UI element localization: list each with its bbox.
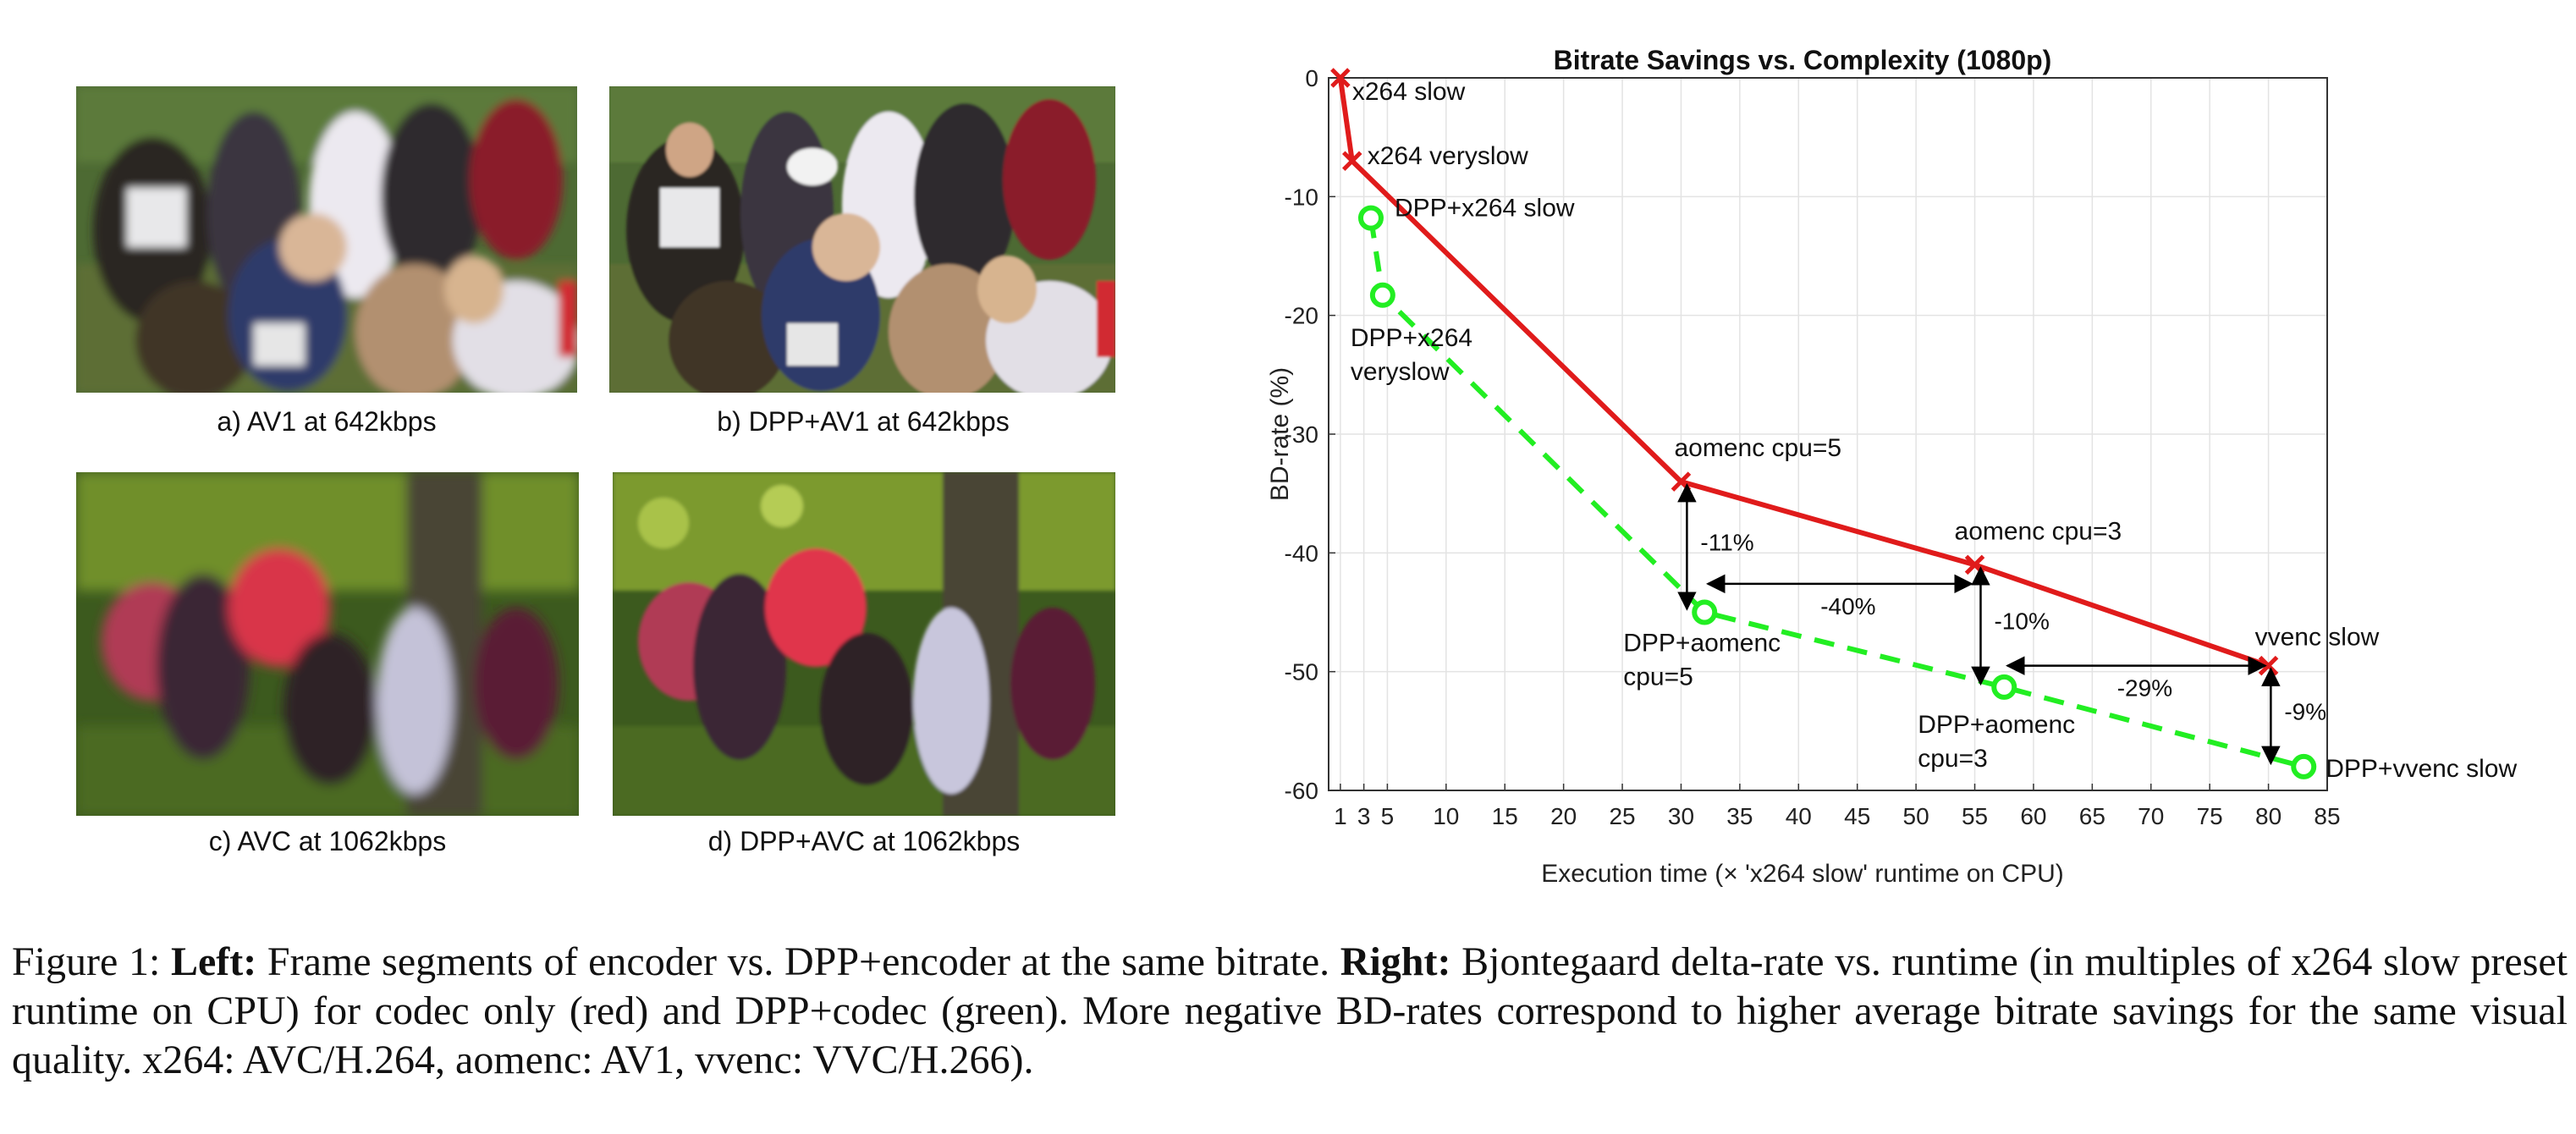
y-tick-label: -10	[1285, 184, 1318, 210]
y-tick-label: -20	[1285, 303, 1318, 329]
x-tick-label: 60	[2020, 803, 2046, 829]
x-tick-label: 50	[1903, 803, 1929, 829]
frame-b-dpp-av1	[609, 86, 1115, 393]
caption-right-bold: Right:	[1340, 939, 1451, 984]
circle-marker	[2291, 753, 2317, 779]
chart-title: Bitrate Savings vs. Complexity (1080p)	[1554, 45, 2052, 75]
y-tick-label: -40	[1285, 540, 1318, 566]
x-tick-label: 40	[1786, 803, 1812, 829]
x-tick-label: 45	[1844, 803, 1870, 829]
caption-left-text: Frame segments of encoder vs. DPP+encode…	[256, 939, 1340, 984]
frame-c-avc	[76, 472, 579, 816]
x-tick-label: 65	[2079, 803, 2105, 829]
point-label: DPP+x264 slow	[1395, 195, 1575, 223]
panel-a-caption: a) AV1 at 642kbps	[217, 406, 437, 437]
y-tick-label: -60	[1285, 778, 1318, 804]
caption-left-bold: Left:	[170, 939, 257, 984]
arrow-label: -10%	[1994, 608, 2049, 635]
point-label: DPP+aomenc	[1623, 630, 1781, 658]
circle-marker	[1991, 674, 2017, 700]
x-tick-label: 1	[1334, 803, 1347, 829]
x-marker	[1341, 151, 1362, 172]
y-axis-label: BD-rate (%)	[1266, 367, 1294, 501]
caption-figure-number: Figure 1:	[12, 939, 171, 984]
point-label: x264 veryslow	[1368, 142, 1528, 170]
x-tick-label: 85	[2314, 803, 2340, 829]
circle-marker	[1357, 205, 1384, 231]
runners-image-blurry	[76, 86, 577, 393]
circle-marker	[1369, 282, 1395, 308]
x-tick-label: 15	[1492, 803, 1518, 829]
figure-caption: Figure 1: Left: Frame segments of encode…	[12, 938, 2568, 1085]
point-label: cpu=3	[1918, 745, 1988, 773]
x-tick-label: 75	[2197, 803, 2223, 829]
panel-d-caption: d) DPP+AVC at 1062kbps	[707, 826, 1021, 856]
x-tick-label: 10	[1433, 803, 1459, 829]
x-tick-label: 30	[1668, 803, 1694, 829]
point-label: DPP+vvenc slow	[2326, 755, 2517, 783]
dpp-codec-line	[1368, 217, 2305, 769]
point-label: cpu=5	[1623, 663, 1693, 691]
x-tick-label: 5	[1381, 803, 1395, 829]
arrow-label: -40%	[1820, 593, 1875, 619]
y-tick-label: -30	[1285, 421, 1318, 448]
point-label: veryslow	[1351, 358, 1450, 386]
arrow-label: -11%	[1700, 529, 1753, 555]
x-tick-label: 55	[1962, 803, 1988, 829]
point-label: aomenc cpu=3	[1955, 517, 2122, 545]
arrow-label: -9%	[2284, 698, 2326, 724]
circle-marker	[1692, 599, 1718, 625]
x-tick-label: 35	[1726, 803, 1753, 829]
point-label: DPP+aomenc	[1918, 711, 2075, 739]
x-axis-label: Execution time (× 'x264 slow' runtime on…	[1541, 860, 2064, 888]
x-tick-label: 3	[1357, 803, 1371, 829]
frame-a-av1	[76, 86, 577, 393]
forest-image-blurry	[76, 472, 579, 816]
panel-b-caption: b) DPP+AV1 at 642kbps	[717, 406, 1010, 437]
arrow-label: -29%	[2117, 675, 2172, 702]
forest-image-sharp	[613, 472, 1115, 816]
x-tick-label: 70	[2138, 803, 2164, 829]
y-tick-label: -50	[1285, 659, 1318, 685]
point-label: x264 slow	[1352, 78, 1466, 106]
panel-c-caption: c) AVC at 1062kbps	[208, 826, 447, 856]
x-tick-label: 80	[2255, 803, 2282, 829]
x-marker	[1330, 68, 1351, 88]
point-label: vvenc slow	[2255, 624, 2380, 652]
frame-d-dpp-avc	[613, 472, 1115, 816]
x-tick-label: 20	[1550, 803, 1577, 829]
point-label: aomenc cpu=5	[1674, 434, 1841, 462]
point-label: DPP+x264	[1351, 324, 1472, 352]
x-tick-label: 25	[1609, 803, 1635, 829]
y-tick-label: 0	[1305, 65, 1318, 91]
runners-image-sharp	[609, 86, 1115, 393]
caption-right-text: Bjontegaard delta-rate vs. runtime (in m…	[12, 939, 2568, 1082]
bd-rate-chart: Bitrate Savings vs. Complexity (1080p) 1…	[1266, 45, 2517, 888]
